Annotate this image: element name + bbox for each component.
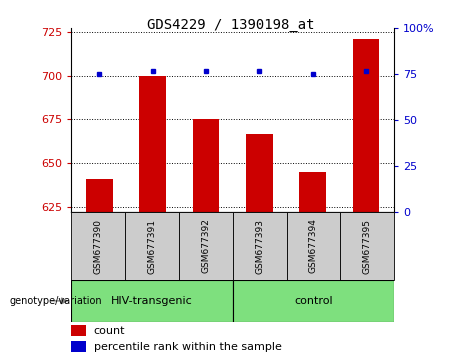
Bar bbox=[353, 39, 379, 354]
Text: GSM677393: GSM677393 bbox=[255, 218, 264, 274]
Bar bbox=[233, 280, 394, 322]
Text: GSM677394: GSM677394 bbox=[309, 218, 318, 274]
Text: GSM677392: GSM677392 bbox=[201, 218, 210, 274]
Bar bbox=[246, 133, 273, 354]
Bar bbox=[140, 76, 166, 354]
Bar bbox=[179, 212, 233, 280]
Bar bbox=[71, 325, 86, 336]
Bar bbox=[233, 212, 287, 280]
Bar bbox=[340, 212, 394, 280]
Bar bbox=[287, 212, 340, 280]
Bar bbox=[125, 212, 179, 280]
Bar bbox=[193, 120, 219, 354]
Text: HIV-transgenic: HIV-transgenic bbox=[111, 296, 193, 306]
Text: GDS4229 / 1390198_at: GDS4229 / 1390198_at bbox=[147, 18, 314, 32]
Bar bbox=[71, 341, 86, 353]
Text: GSM677390: GSM677390 bbox=[94, 218, 103, 274]
Text: count: count bbox=[94, 326, 125, 336]
Text: control: control bbox=[294, 296, 333, 306]
Text: genotype/variation: genotype/variation bbox=[9, 296, 102, 306]
Bar bbox=[71, 280, 233, 322]
Bar bbox=[71, 212, 125, 280]
Text: GSM677391: GSM677391 bbox=[148, 218, 157, 274]
Bar bbox=[86, 179, 113, 354]
Text: percentile rank within the sample: percentile rank within the sample bbox=[94, 342, 282, 352]
Bar bbox=[300, 172, 326, 354]
Text: GSM677395: GSM677395 bbox=[363, 218, 372, 274]
